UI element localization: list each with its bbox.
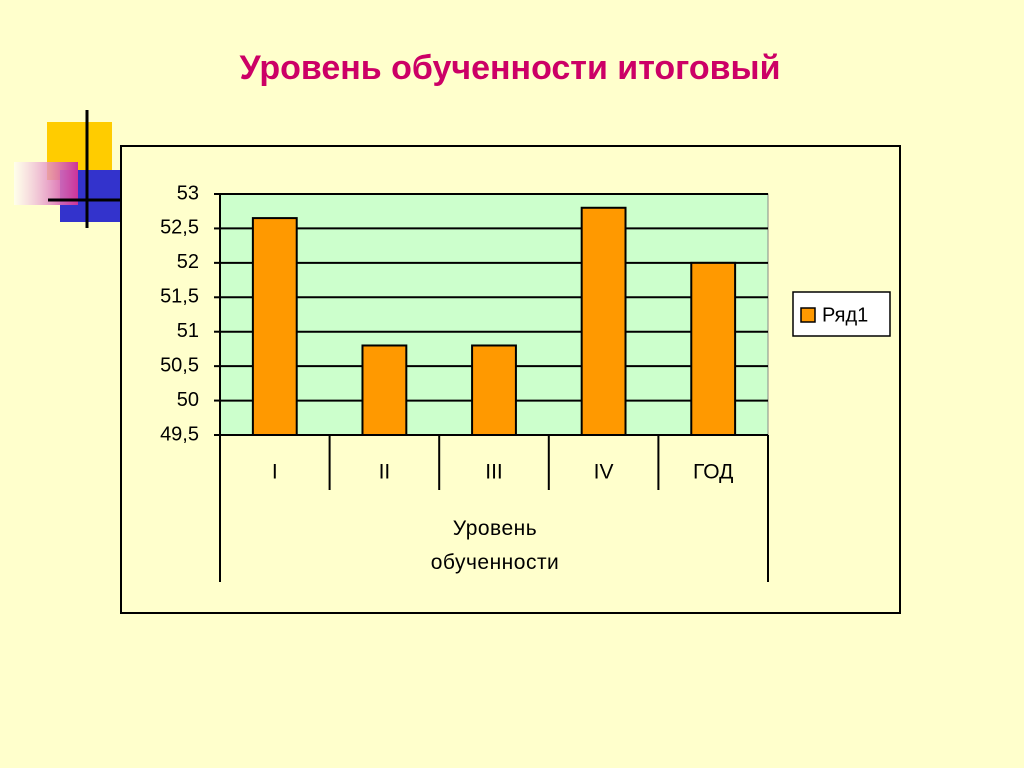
y-tick-label: 52,5 — [160, 217, 199, 239]
x-tick-label: IV — [594, 461, 614, 484]
y-tick-label: 49,5 — [160, 423, 199, 445]
y-tick-label: 50 — [177, 389, 199, 411]
bar — [471, 344, 517, 436]
y-tick-label: 53 — [177, 182, 199, 204]
chart-title: Уровень обученности итоговый — [239, 49, 780, 87]
y-tick-label: 52 — [177, 251, 199, 273]
legend-label: Ряд1 — [822, 304, 868, 326]
y-tick-label: 51 — [177, 320, 199, 342]
x-tick-label: III — [485, 461, 503, 484]
y-tick-label: 51,5 — [160, 286, 199, 308]
decoration — [14, 110, 120, 228]
bar — [361, 344, 408, 436]
x-tick-label: ГОД — [693, 461, 733, 484]
x-axis-label: Уровень обученности — [430, 517, 560, 574]
legend-swatch — [800, 307, 816, 323]
x-tick-label: I — [272, 461, 278, 484]
x-tick-label: II — [379, 461, 391, 484]
y-tick-label: 50,5 — [160, 354, 199, 376]
bar — [580, 206, 627, 436]
bar — [690, 261, 737, 436]
bar — [251, 217, 298, 436]
